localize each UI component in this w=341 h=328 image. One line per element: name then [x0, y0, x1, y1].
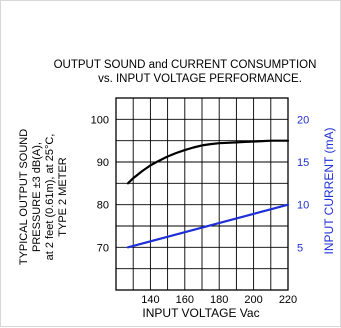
x-tick-label: 140 — [141, 294, 159, 306]
y2-label: INPUT CURRENT (mA) — [322, 128, 336, 255]
y2-tick-label: 15 — [297, 157, 309, 169]
y-tick-label: 100 — [91, 114, 109, 126]
y-label-line-2: PRESSURE ±3 dB(A), — [31, 142, 43, 252]
grid — [116, 98, 288, 290]
y-label-line-4: TYPE 2 METER — [57, 157, 69, 237]
y2-tick-label: 5 — [297, 242, 303, 254]
chart-title: OUTPUT SOUND and CURRENT CONSUMPTION — [54, 59, 317, 71]
x-tick-label: 180 — [210, 294, 228, 306]
series-line-2 — [126, 203, 290, 249]
chart-subtitle: vs. INPUT VOLTAGE PERFORMANCE. — [98, 73, 302, 85]
y-tick-label: 80 — [97, 200, 109, 212]
series-layer — [126, 139, 290, 249]
ticks-layer: 140 160 180 200 220 70 80 90 100 5 10 15 20 — [91, 114, 310, 306]
x-tick-label: 200 — [244, 294, 262, 306]
x-label: INPUT VOLTAGE Vac — [142, 306, 259, 320]
plot-frame — [115, 97, 289, 291]
y2-tick-label: 10 — [297, 200, 309, 212]
x-tick-label: 220 — [279, 294, 297, 306]
y-tick-label: 70 — [97, 242, 109, 254]
y-label-line-1: TYPICAL OUTPUT SOUND — [18, 129, 30, 265]
y-label-line-3: at 2 feet (0.61m), at 25°C, — [44, 134, 56, 261]
series-line-1 — [126, 139, 290, 185]
y-tick-label: 90 — [97, 157, 109, 169]
y2-tick-label: 20 — [297, 114, 309, 126]
x-tick-label: 160 — [176, 294, 194, 306]
